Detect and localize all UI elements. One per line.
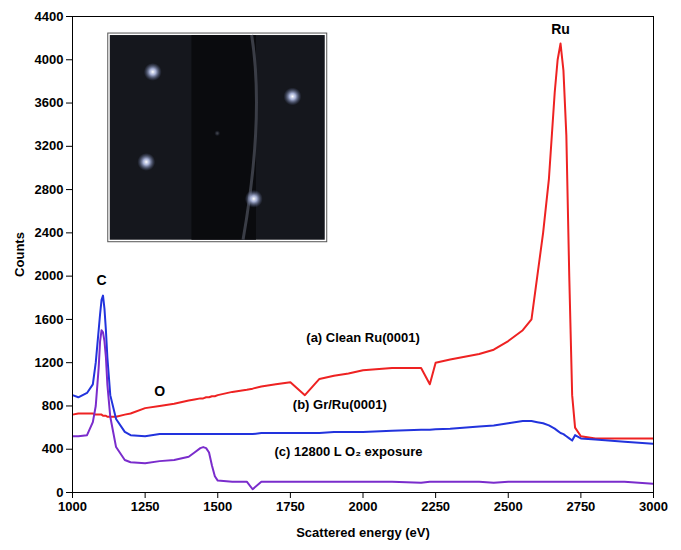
svg-text:3000: 3000 xyxy=(639,499,668,514)
svg-text:Ru: Ru xyxy=(551,21,570,37)
svg-text:(a) Clean Ru(0001): (a) Clean Ru(0001) xyxy=(306,330,419,345)
svg-text:3200: 3200 xyxy=(35,138,64,153)
svg-text:1500: 1500 xyxy=(203,499,232,514)
svg-text:(c) 12800 L O₂ exposure: (c) 12800 L O₂ exposure xyxy=(275,444,423,459)
svg-text:1750: 1750 xyxy=(276,499,305,514)
svg-text:1600: 1600 xyxy=(35,312,64,327)
svg-text:2250: 2250 xyxy=(421,499,450,514)
svg-text:400: 400 xyxy=(42,441,64,456)
svg-text:2000: 2000 xyxy=(349,499,378,514)
svg-text:4400: 4400 xyxy=(35,9,64,24)
svg-text:2750: 2750 xyxy=(566,499,595,514)
svg-text:C: C xyxy=(96,272,106,288)
svg-text:2000: 2000 xyxy=(35,268,64,283)
svg-text:2500: 2500 xyxy=(494,499,523,514)
svg-text:1250: 1250 xyxy=(131,499,160,514)
svg-text:Scattered energy (eV): Scattered energy (eV) xyxy=(296,525,430,540)
svg-text:(b) Gr/Ru(0001): (b) Gr/Ru(0001) xyxy=(293,397,387,412)
svg-text:1200: 1200 xyxy=(35,355,64,370)
svg-text:2400: 2400 xyxy=(35,225,64,240)
svg-text:Counts: Counts xyxy=(12,232,27,277)
svg-text:3600: 3600 xyxy=(35,95,64,110)
svg-text:O: O xyxy=(154,383,165,399)
svg-text:0: 0 xyxy=(56,485,63,500)
svg-text:2800: 2800 xyxy=(35,182,64,197)
svg-text:800: 800 xyxy=(42,398,64,413)
svg-text:1000: 1000 xyxy=(58,499,87,514)
svg-text:4000: 4000 xyxy=(35,52,64,67)
